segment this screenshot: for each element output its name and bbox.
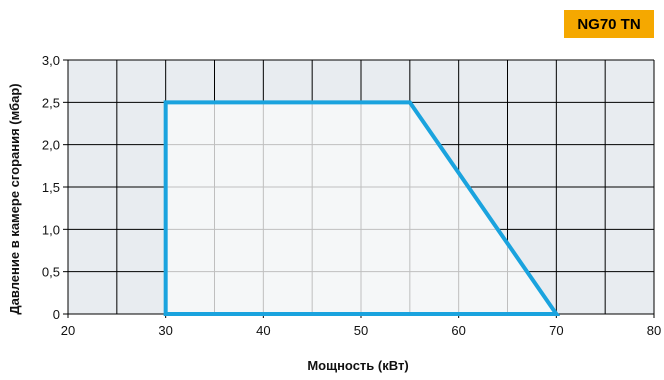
x-tick-label: 20	[61, 323, 75, 338]
x-tick-label: 70	[549, 323, 563, 338]
y-tick-label: 1,5	[42, 180, 60, 195]
y-tick-label: 2,0	[42, 138, 60, 153]
working-area-outline	[163, 100, 561, 316]
model-badge: NG70 TN	[564, 10, 654, 38]
x-tick-label: 80	[647, 323, 661, 338]
y-tick-label: 0,5	[42, 265, 60, 280]
x-tick-label: 30	[158, 323, 172, 338]
x-axis-title: Мощность (кВт)	[307, 358, 408, 373]
y-axis-title: Давление в камере сгорания (мбар)	[7, 83, 22, 314]
y-tick-label: 0	[53, 307, 60, 322]
y-tick-label: 2,5	[42, 95, 60, 110]
x-tick-label: 50	[354, 323, 368, 338]
inner-grid-lines	[165, 102, 557, 314]
x-tick-labels: 20 30 40 50 60 70 80	[61, 323, 661, 338]
x-tick-label: 40	[256, 323, 270, 338]
x-tick-label: 60	[451, 323, 465, 338]
y-tick-labels: 0 0,5 1,0 1,5 2,0 2,5 3,0	[42, 53, 60, 322]
y-tick-label: 1,0	[42, 222, 60, 237]
y-tick-label: 3,0	[42, 53, 60, 68]
